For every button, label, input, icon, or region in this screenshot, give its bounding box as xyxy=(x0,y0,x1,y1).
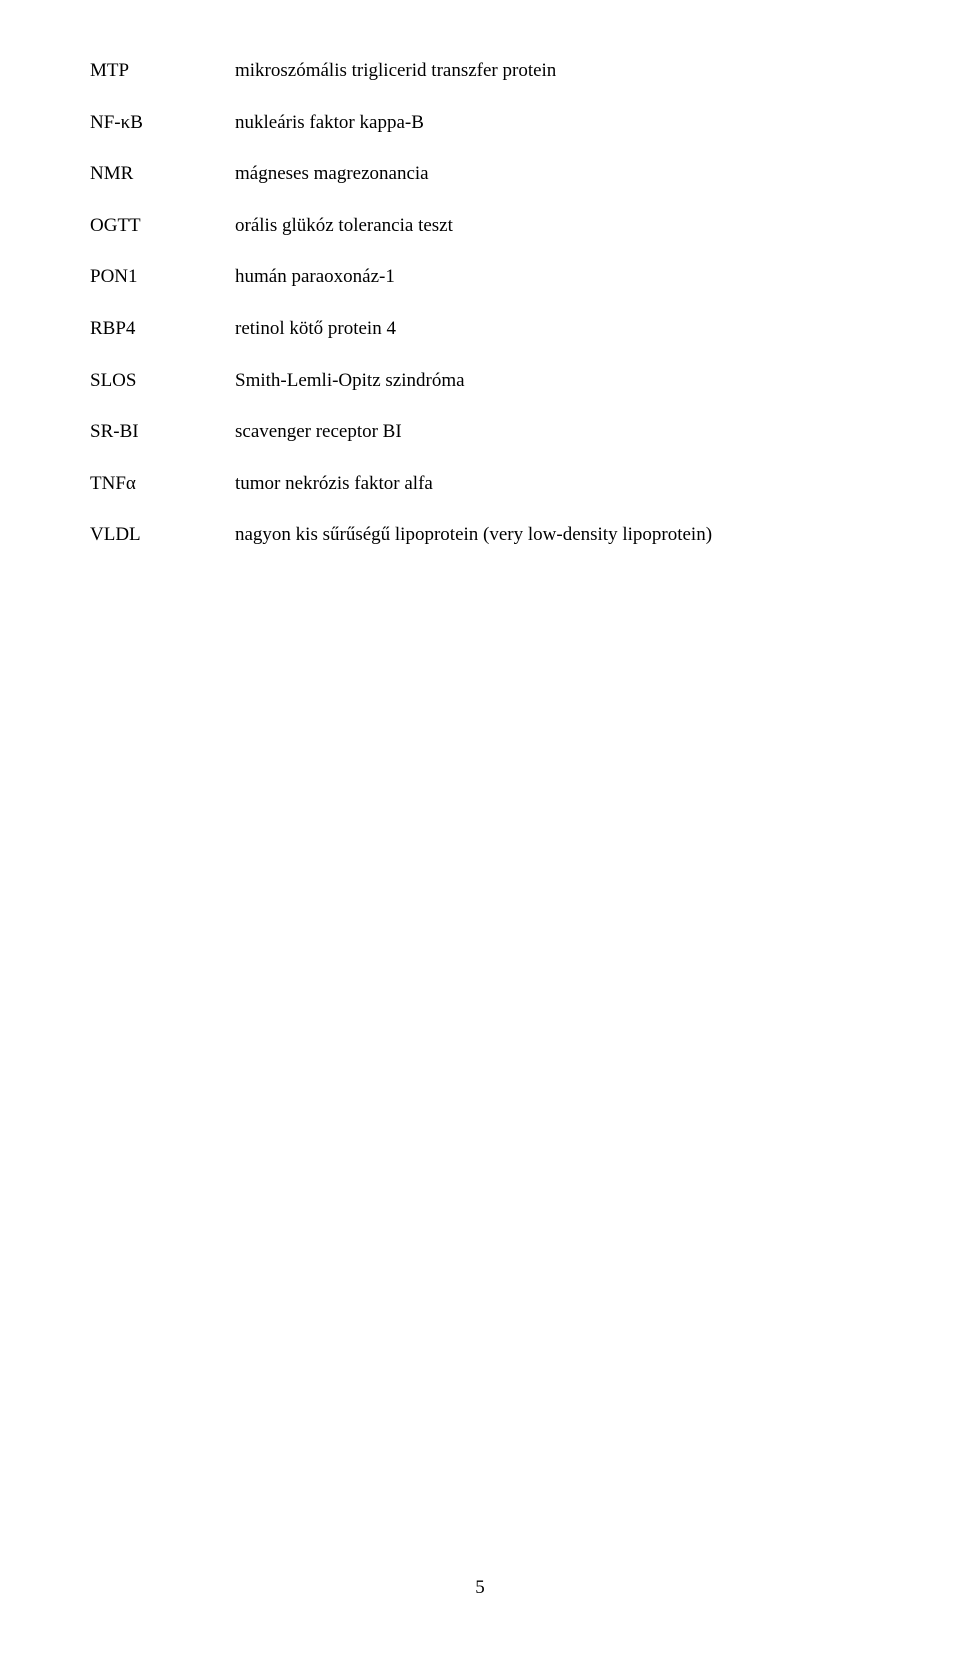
abbreviation-definition: humán paraoxonáz-1 xyxy=(235,264,870,316)
abbreviation-term: TNFα xyxy=(90,471,235,523)
abbreviation-definition: mikroszómális triglicerid transzfer prot… xyxy=(235,58,870,110)
abbreviation-definition: scavenger receptor BI xyxy=(235,419,870,471)
abbreviation-definition: orális glükóz tolerancia teszt xyxy=(235,213,870,265)
abbreviation-definition: mágneses magrezonancia xyxy=(235,161,870,213)
abbreviation-row: RBP4 retinol kötő protein 4 xyxy=(90,316,870,368)
abbreviation-row: PON1 humán paraoxonáz-1 xyxy=(90,264,870,316)
abbreviation-row: SR-BI scavenger receptor BI xyxy=(90,419,870,471)
page-number: 5 xyxy=(0,1577,960,1599)
abbreviations-list: MTP mikroszómális triglicerid transzfer … xyxy=(90,58,870,574)
abbreviation-term: MTP xyxy=(90,58,235,110)
abbreviation-term: SLOS xyxy=(90,368,235,420)
abbreviation-term: NF-κB xyxy=(90,110,235,162)
abbreviation-term: PON1 xyxy=(90,264,235,316)
abbreviation-term: OGTT xyxy=(90,213,235,265)
abbreviation-term: NMR xyxy=(90,161,235,213)
abbreviation-term: SR-BI xyxy=(90,419,235,471)
abbreviation-definition: Smith-Lemli-Opitz szindróma xyxy=(235,368,870,420)
abbreviation-row: SLOS Smith-Lemli-Opitz szindróma xyxy=(90,368,870,420)
abbreviation-term: RBP4 xyxy=(90,316,235,368)
abbreviation-row: NMR mágneses magrezonancia xyxy=(90,161,870,213)
abbreviation-row: MTP mikroszómális triglicerid transzfer … xyxy=(90,58,870,110)
abbreviation-definition: nagyon kis sűrűségű lipoprotein (very lo… xyxy=(235,522,870,574)
abbreviation-term: VLDL xyxy=(90,522,235,574)
abbreviation-definition: retinol kötő protein 4 xyxy=(235,316,870,368)
abbreviation-row: OGTT orális glükóz tolerancia teszt xyxy=(90,213,870,265)
abbreviation-row: TNFα tumor nekrózis faktor alfa xyxy=(90,471,870,523)
abbreviation-row: VLDL nagyon kis sűrűségű lipoprotein (ve… xyxy=(90,522,870,574)
abbreviation-row: NF-κB nukleáris faktor kappa-B xyxy=(90,110,870,162)
abbreviation-definition: nukleáris faktor kappa-B xyxy=(235,110,870,162)
abbreviation-definition: tumor nekrózis faktor alfa xyxy=(235,471,870,523)
